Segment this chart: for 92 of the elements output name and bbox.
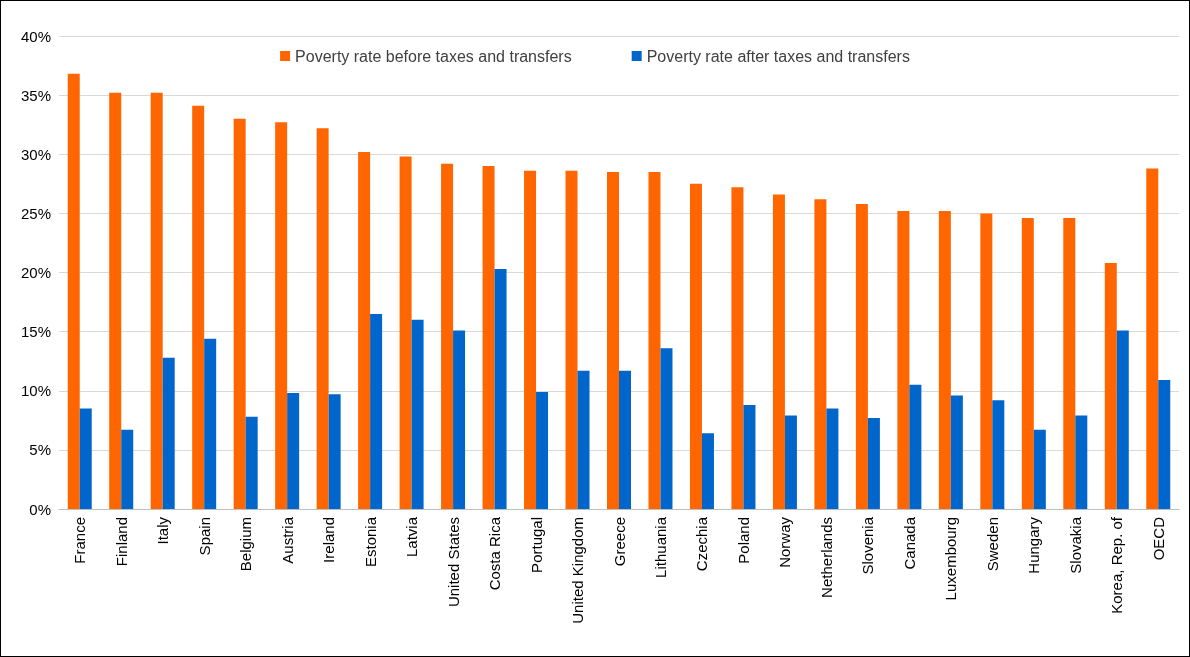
x-tick-label: Slovakia: [1066, 516, 1084, 574]
bar: [287, 393, 300, 509]
bar: [192, 105, 205, 509]
bar: [453, 330, 466, 509]
bar: [577, 370, 590, 509]
x-tick-label: France: [71, 517, 89, 564]
bar: [482, 166, 495, 509]
bar: [731, 187, 744, 509]
bar: [411, 319, 424, 509]
legend-label: Poverty rate before taxes and transfers: [295, 47, 572, 65]
bar: [1116, 330, 1129, 509]
bar: [441, 163, 454, 509]
bar: [784, 415, 797, 509]
x-tick-label: United States: [444, 517, 462, 608]
legend-label: Poverty rate after taxes and transfers: [646, 47, 910, 65]
bar: [370, 313, 383, 509]
x-tick-label: Hungary: [1025, 516, 1043, 574]
bar: [660, 348, 673, 509]
bar: [245, 416, 258, 509]
bar: [826, 408, 839, 509]
bar: [619, 370, 631, 509]
bar: [1075, 415, 1088, 509]
bar: [399, 156, 412, 509]
bar: [1063, 218, 1076, 509]
bar: [867, 417, 880, 509]
bar: [204, 338, 217, 509]
bar: [980, 213, 993, 509]
bar: [275, 122, 288, 509]
x-tick-label: Lithuania: [651, 516, 669, 578]
bar: [79, 408, 92, 509]
bar: [109, 92, 122, 509]
bar: [524, 170, 537, 509]
x-tick-label: Slovenia: [859, 516, 877, 575]
bar: [565, 170, 578, 509]
bar: [162, 357, 175, 509]
x-tick-label: Ireland: [320, 517, 338, 563]
y-tick-label: 25%: [20, 204, 51, 222]
bar: [1158, 380, 1171, 509]
bar: [358, 151, 371, 509]
bar: [648, 171, 661, 509]
y-tick-label: 10%: [20, 382, 51, 400]
bar: [855, 203, 868, 509]
y-tick-label: 20%: [20, 264, 51, 281]
x-tick-label: Greece: [610, 517, 628, 567]
x-tick-label: Canada: [900, 516, 918, 570]
x-tick-label: Netherlands: [817, 517, 835, 598]
y-tick-label: 30%: [20, 145, 51, 163]
bar: [772, 194, 785, 509]
bar: [1104, 263, 1117, 509]
bar: [897, 211, 910, 509]
x-tick-label: Luxembourg: [942, 517, 960, 601]
x-tick-label: Norway: [776, 516, 794, 568]
bar: [316, 128, 329, 509]
bar: [1021, 218, 1034, 509]
bar: [67, 73, 80, 509]
x-tick-label: Austria: [278, 516, 296, 564]
x-tick-label: Estonia: [361, 516, 379, 568]
x-tick-label: OECD: [1149, 516, 1167, 561]
bar: [150, 92, 163, 509]
bar: [328, 394, 341, 509]
y-tick-label: 15%: [20, 323, 51, 341]
x-tick-label: Korea, Rep. of: [1108, 516, 1126, 614]
bar: [992, 400, 1005, 509]
bar: [938, 211, 951, 509]
bar: [1033, 429, 1046, 509]
bar: [494, 268, 507, 509]
bar: [1146, 168, 1159, 509]
x-tick-label: Poland: [734, 517, 752, 564]
x-tick-label: Costa Rica: [486, 516, 504, 591]
bar: [689, 183, 702, 509]
x-tick-label: Sweden: [983, 517, 1001, 572]
y-tick-label: 40%: [20, 27, 51, 45]
x-tick-label: Italy: [154, 516, 172, 545]
x-tick-label: Portugal: [527, 517, 545, 573]
x-tick-label: Belgium: [237, 517, 255, 572]
bar: [909, 384, 922, 509]
bar: [233, 118, 246, 509]
y-tick-label: 35%: [20, 86, 51, 104]
bar: [743, 404, 756, 509]
x-tick-label: Finland: [112, 517, 130, 567]
x-tick-label: Latvia: [403, 516, 421, 558]
x-tick-label: United Kingdom: [569, 517, 587, 624]
bar: [701, 433, 714, 509]
bar: [814, 199, 827, 509]
x-tick-label: Czechia: [693, 516, 711, 572]
y-tick-label: 5%: [29, 441, 51, 459]
bar: [536, 391, 549, 509]
bar: [950, 395, 963, 509]
bar: [607, 171, 619, 509]
x-tick-label: Spain: [195, 517, 213, 556]
y-tick-label: 0%: [29, 500, 51, 518]
bar: [121, 429, 134, 509]
